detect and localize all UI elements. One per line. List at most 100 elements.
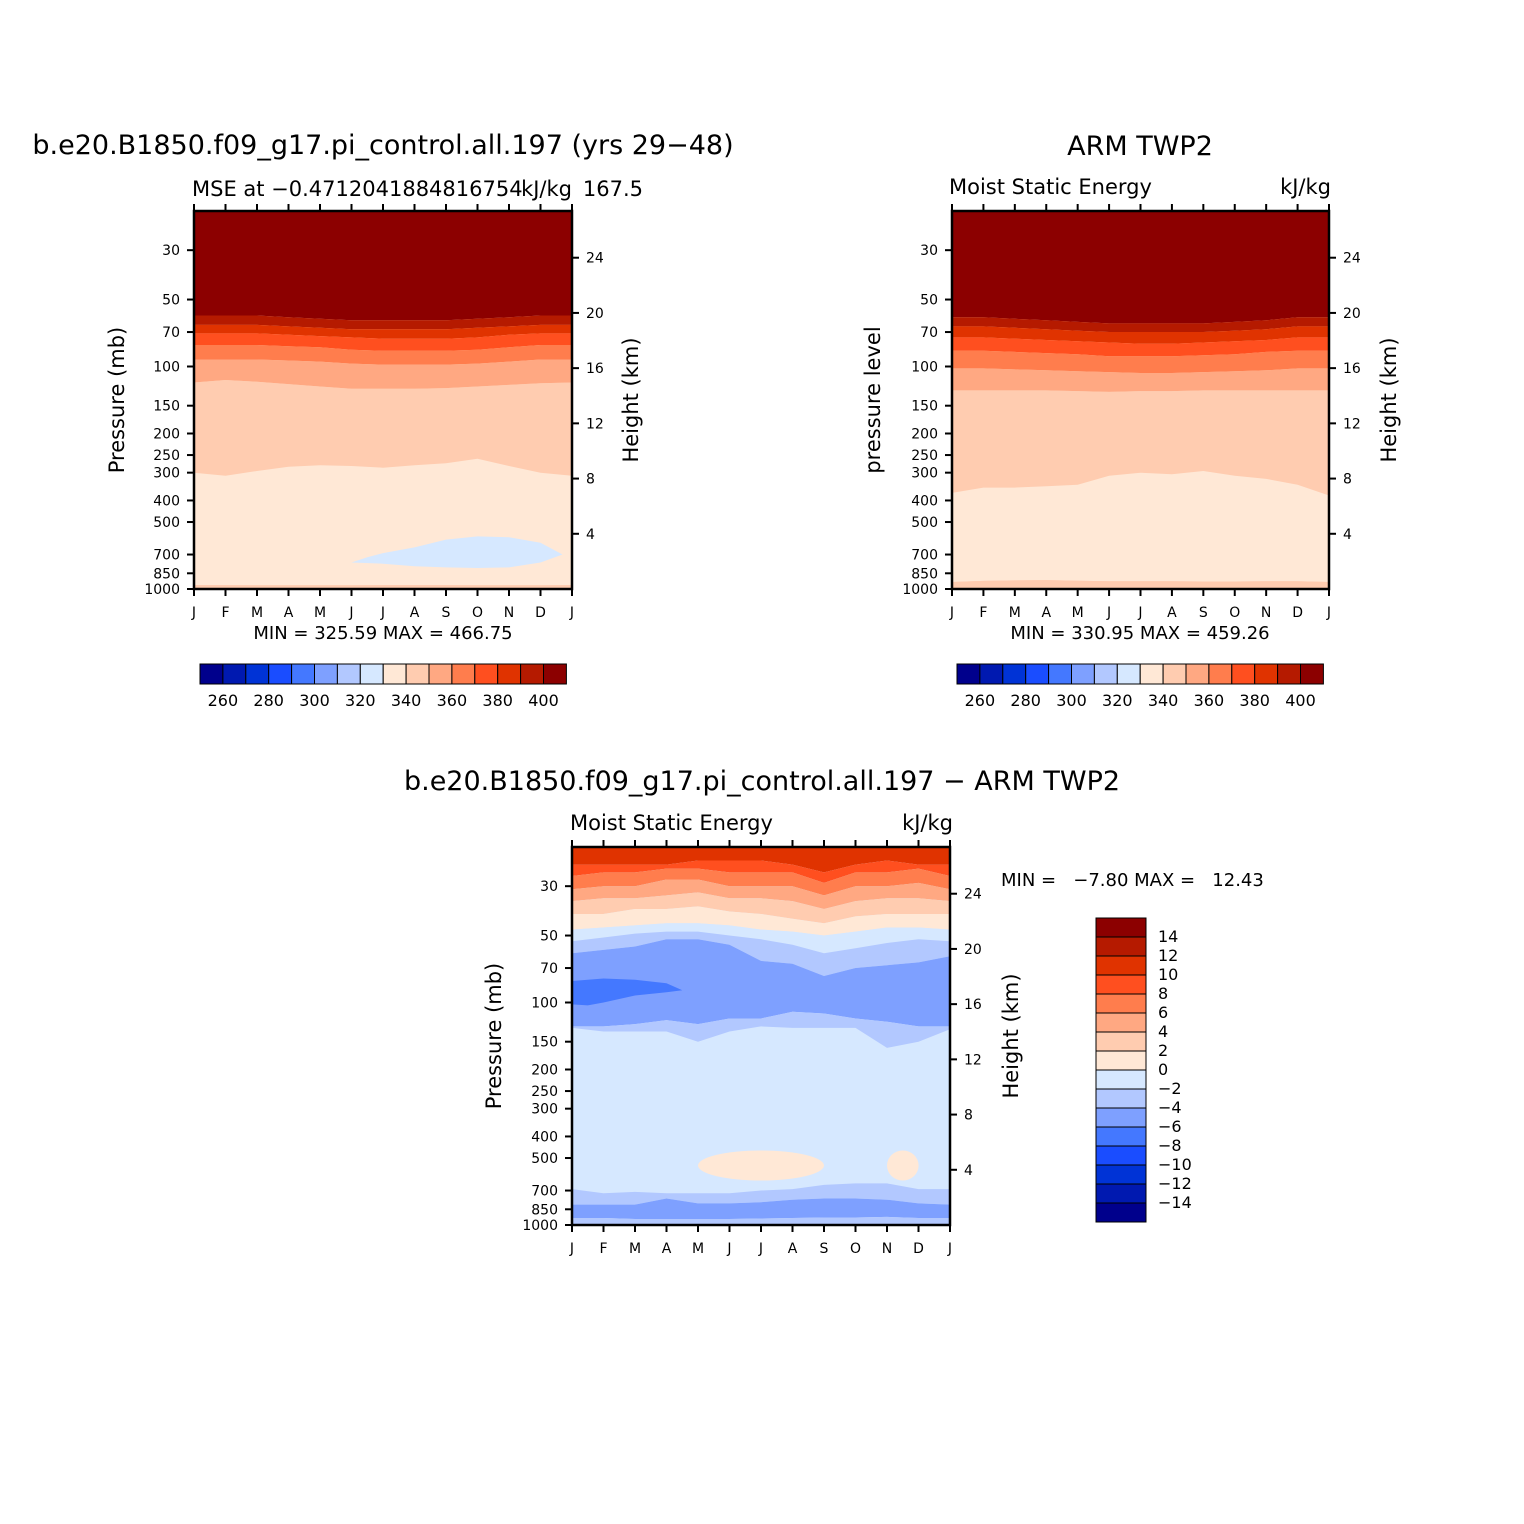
diff-xtick-label: D: [913, 1241, 924, 1257]
obs-band-350: [952, 368, 1329, 392]
obs-xtick-label: J: [1326, 605, 1331, 621]
model-band-380: [194, 324, 572, 339]
model-xtick-label: M: [251, 605, 263, 621]
diff-band-6: [572, 868, 950, 896]
model-ytick-label-left: 70: [162, 325, 180, 341]
obs-colorbar-box: [1071, 663, 1095, 685]
diff-colorbar-box: [1095, 955, 1147, 976]
obs-colorbar-label: 360: [1194, 691, 1225, 710]
model-ytick-label-right: 12: [586, 416, 604, 432]
diff-ytick-label-left: 70: [540, 961, 558, 977]
diff-band-2: [572, 892, 950, 924]
obs-ytick-label-right: 20: [1343, 306, 1361, 322]
diff-xtick-label: M: [629, 1241, 641, 1257]
obs-ytick-label-left: 150: [911, 399, 938, 415]
diff-colorbar-label: 2: [1158, 1041, 1168, 1060]
model-ylabel-right: Height (km): [619, 337, 643, 462]
diff-ytick-label-left: 500: [531, 1151, 558, 1167]
diff-ytick-label-left: 100: [531, 996, 558, 1012]
diff-colorbar-box: [1095, 1164, 1147, 1185]
obs-ytick-label-left: 30: [920, 243, 938, 259]
diff-band-0: [572, 906, 950, 936]
obs-band-370: [952, 337, 1329, 357]
model-colorbar-box: [497, 663, 522, 685]
obs-band-330: [952, 471, 1329, 582]
model-colorbar-box: [382, 663, 407, 685]
diff-colorbar-label: −4: [1158, 1098, 1182, 1117]
obs-axes: J F M A M J J A S O N D J 30 50 70 100 150 200 250 300 400 500…: [902, 204, 1361, 621]
diff-ytick-label-left: 300: [531, 1102, 558, 1118]
model-ytick-label-left: 200: [153, 426, 180, 442]
obs-band-340: [952, 390, 1329, 496]
model-ytick-label-right: 16: [586, 361, 604, 377]
model-colorbar-box: [428, 663, 453, 685]
model-xtick-label: O: [472, 605, 483, 621]
model-xtick-label: S: [442, 605, 451, 621]
diff-band-m2: [572, 931, 950, 976]
diff-axes: J F M A M J J A S O N D J 30 50 70 100 150 200 250 300 400 500…: [522, 840, 982, 1257]
model-ytick-label-left: 250: [153, 448, 180, 464]
model-ytick-label-right: 4: [586, 527, 595, 543]
model-colorbar-box: [405, 663, 430, 685]
model-title: b.e20.B1850.f09_g17.pi_control.all.197 (…: [32, 130, 733, 161]
obs-colorbar-box: [1002, 663, 1027, 685]
obs-colorbar-box: [1025, 663, 1050, 685]
diff-band-m0: [572, 923, 950, 954]
diff-band-4: [572, 879, 950, 909]
model-ytick-label-left: 150: [153, 399, 180, 415]
diff-colorbar-box: [1095, 917, 1147, 938]
obs-colorbar-label: 400: [1285, 691, 1316, 710]
model-band-320-blob: [351, 536, 563, 568]
model-band-340: [194, 380, 572, 476]
diff-colorbar-box: [1095, 1183, 1147, 1204]
obs-ytick-label-right: 12: [1343, 416, 1361, 432]
obs-colorbar-box: [1208, 663, 1233, 685]
obs-ylabel-right: Height (km): [1377, 337, 1401, 462]
model-ytick-label-left: 700: [153, 548, 180, 564]
diff-colorbar-box: [1095, 936, 1147, 957]
diff-band-10: [572, 847, 950, 873]
model-ylabel-left: Pressure (mb): [105, 327, 129, 474]
obs-band-380: [952, 326, 1329, 344]
diff-xtick-label: J: [726, 1241, 731, 1257]
obs-colorbar-box: [1162, 663, 1187, 685]
obs-colorbar-box: [1277, 663, 1301, 685]
obs-colorbar-box: [1254, 663, 1279, 685]
model-band-390: [194, 315, 572, 330]
model-colorbar-box: [520, 663, 544, 685]
diff-ylabel-right: Height (km): [999, 973, 1023, 1098]
model-ytick-label-right: 8: [586, 472, 595, 488]
obs-band-390: [952, 317, 1329, 332]
model-xtick-label: J: [191, 605, 196, 621]
diff-colorbar-label: 0: [1158, 1060, 1168, 1079]
obs-xtick-label: D: [1292, 605, 1303, 621]
diff-ytick-label-right: 20: [964, 942, 982, 958]
diff-xtick-label: J: [758, 1241, 763, 1257]
model-colorbar-box: [199, 663, 224, 685]
diff-colorbar-label: 4: [1158, 1022, 1168, 1041]
obs-colorbar-label: 260: [965, 691, 996, 710]
obs-ytick-label-left: 300: [911, 466, 938, 482]
diff-ytick-label-left: 700: [531, 1184, 558, 1200]
obs-xtick-label: O: [1229, 605, 1240, 621]
model-colorbar-box: [451, 663, 476, 685]
model-ytick-label-left: 500: [153, 515, 180, 531]
obs-band-surface: [952, 580, 1329, 589]
diff-xtick-label: J: [947, 1241, 952, 1257]
obs-colorbar-box: [1093, 663, 1118, 685]
panel-model: b.e20.B1850.f09_g17.pi_control.all.197 (…: [32, 130, 733, 710]
obs-colorbar-label: 380: [1239, 691, 1270, 710]
obs-colorbar-box: [1185, 663, 1210, 685]
obs-colorbar-box: [1139, 663, 1164, 685]
diff-ytick-label-left: 250: [531, 1084, 558, 1100]
diff-xtick-label: A: [662, 1241, 672, 1257]
model-xtick-label: F: [221, 605, 229, 621]
model-xtick-label: D: [535, 605, 546, 621]
diff-ytick-label-right: 12: [964, 1052, 982, 1068]
diff-title: b.e20.B1850.f09_g17.pi_control.all.197 −…: [404, 766, 1120, 797]
diff-colorbar-label: 10: [1158, 965, 1178, 984]
diff-stats: MIN = −7.80 MAX = 12.43: [1001, 870, 1264, 891]
diff-ytick-label-left: 200: [531, 1062, 558, 1078]
model-xtick-label: J: [569, 605, 574, 621]
model-colorbar: 260 280 300 320 340 360 380 400: [199, 663, 567, 710]
